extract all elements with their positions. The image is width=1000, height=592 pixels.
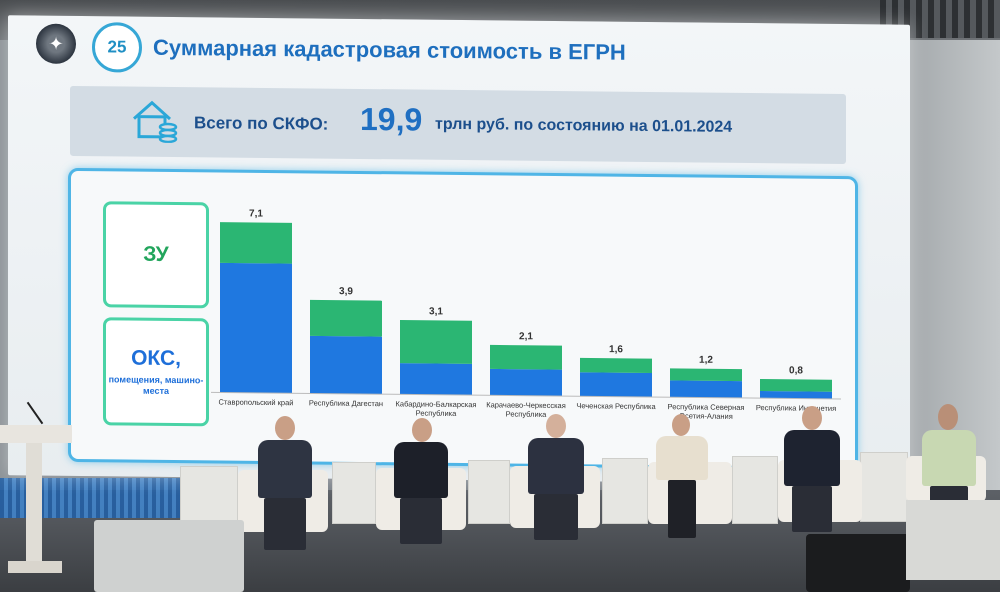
stage-monitor-left <box>94 520 244 592</box>
projection-screen: ✦ 25 Суммарная кадастровая стоимость в Е… <box>8 15 910 485</box>
legend-buildings-label: ОКС, <box>131 346 181 371</box>
category-label-3: Карачаево-ЧеркесскаяРеспублика <box>486 400 566 419</box>
bar-land-1 <box>310 299 382 337</box>
panel-table-4 <box>602 458 648 524</box>
bar-land-5 <box>670 368 742 382</box>
panelist-5 <box>778 406 844 536</box>
panelist-6 <box>918 404 982 504</box>
legend-land-label: ЗУ <box>143 242 169 266</box>
bar-buildings-0 <box>220 262 292 394</box>
banner-suffix: трлн руб. по состоянию на 01.01.2024 <box>435 115 733 136</box>
category-label-6: Республика Ингушетия <box>756 403 836 413</box>
category-label-4: Чеченская Республика <box>576 401 656 411</box>
legend-land: ЗУ <box>103 201 209 309</box>
bar-buildings-3 <box>490 368 562 397</box>
bar-total-label-2: 3,1 <box>429 306 443 317</box>
panel-table-1 <box>180 466 238 524</box>
bar-total-label-3: 2,1 <box>519 331 533 342</box>
bar-total-label-1: 3,9 <box>339 286 353 297</box>
category-label-0: Ставропольский край <box>219 397 294 407</box>
anniversary-logo: 25 <box>92 22 142 73</box>
bar-buildings-1 <box>310 335 382 395</box>
banner-total-value: 19,9 <box>360 100 423 138</box>
panelist-1 <box>250 414 320 554</box>
panel-table-2 <box>332 462 376 524</box>
bar-total-label-5: 1,2 <box>699 355 713 366</box>
bar-land-2 <box>400 319 472 364</box>
legend-buildings-sublabel: помещения, машино-места <box>108 374 204 396</box>
category-label-2: Кабардино-БалкарскаяРеспублика <box>396 399 477 418</box>
bar-land-0 <box>220 222 292 264</box>
bar-buildings-4 <box>580 372 652 398</box>
bar-buildings-2 <box>400 363 472 396</box>
bar-buildings-6 <box>760 390 832 399</box>
panel-table-5 <box>732 456 778 524</box>
category-label-1: Республика Дагестан <box>309 398 383 408</box>
total-banner: Всего по СКФО: 19,9 трлн руб. по состоян… <box>70 85 846 165</box>
bar-land-3 <box>490 344 562 370</box>
panelist-4 <box>652 414 712 542</box>
floor-speaker <box>806 534 910 592</box>
bar-total-label-0: 7,1 <box>249 208 263 219</box>
slide-title: Суммарная кадастровая стоимость в ЕГРН <box>153 34 626 65</box>
lectern <box>0 425 72 573</box>
panelist-2 <box>388 416 454 546</box>
legend-buildings: ОКС, помещения, машино-места <box>103 317 209 427</box>
bar-total-label-4: 1,6 <box>609 344 623 355</box>
panel-table-3 <box>468 460 510 524</box>
banner-prefix: Всего по СКФО: <box>194 113 329 134</box>
panelist-3 <box>522 412 590 544</box>
panel-table-6 <box>860 452 908 522</box>
bar-land-4 <box>580 357 652 374</box>
bar-buildings-5 <box>670 380 742 398</box>
category-label-5: Республика СевернаяОсетия-Алания <box>668 402 745 421</box>
chart-baseline <box>211 391 841 400</box>
eagle-emblem-icon: ✦ <box>36 23 76 64</box>
bar-total-label-6: 0,8 <box>789 365 803 376</box>
bar-land-6 <box>760 378 832 392</box>
cadastral-value-bar-chart: 7,1 Ставропольский край 3,9 Республика Даге… <box>211 208 841 421</box>
house-coins-icon <box>133 100 178 144</box>
stage-monitor-right <box>906 500 1000 580</box>
logo-number: 25 <box>107 37 127 57</box>
chart-panel: ЗУ ОКС, помещения, машино-места 7,1 Ставр… <box>68 167 858 471</box>
